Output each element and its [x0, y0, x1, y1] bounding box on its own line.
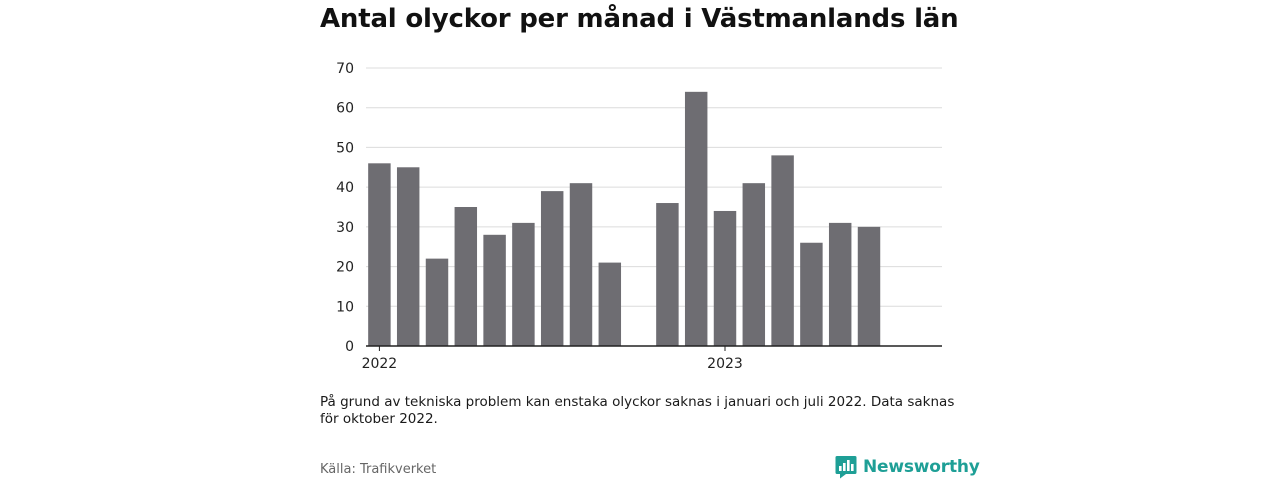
- bar: [713, 210, 737, 346]
- bar: [540, 191, 564, 346]
- source-credit: Källa: Trafikverket: [320, 462, 437, 477]
- bar: [771, 155, 794, 346]
- bar: [828, 222, 852, 346]
- chart-note: På grund av tekniska problem kan enstaka…: [320, 394, 955, 427]
- bar: [569, 183, 593, 346]
- bar-chart: 0 10 20 30 40 50 60 70 2022 2023: [336, 61, 942, 372]
- bar: [656, 203, 679, 346]
- newsworthy-logo-icon: [835, 456, 857, 479]
- bar: [800, 242, 823, 346]
- y-tick-label: 20: [336, 260, 354, 276]
- y-tick-label: 0: [345, 339, 354, 355]
- bar: [857, 226, 881, 346]
- y-tick-label: 50: [336, 140, 354, 156]
- newsworthy-brand[interactable]: Newsworthy: [835, 455, 980, 479]
- bar: [742, 183, 766, 346]
- y-tick-label: 70: [336, 61, 354, 77]
- bar: [512, 222, 535, 346]
- bar: [454, 207, 478, 346]
- y-tick-label: 60: [336, 101, 354, 117]
- bar: [425, 258, 449, 346]
- x-tick-label: 2023: [707, 356, 743, 372]
- y-tick-label: 40: [336, 180, 354, 196]
- chart-title: Antal olyckor per månad i Västmanlands l…: [320, 4, 959, 34]
- bar: [483, 234, 506, 346]
- bar: [684, 91, 708, 346]
- bar: [368, 163, 391, 346]
- y-tick-label: 30: [336, 220, 354, 236]
- bar: [598, 262, 622, 346]
- x-tick-label: 2022: [362, 356, 398, 372]
- bar: [396, 167, 420, 346]
- y-tick-label: 10: [336, 299, 354, 315]
- brand-name: Newsworthy: [863, 457, 980, 477]
